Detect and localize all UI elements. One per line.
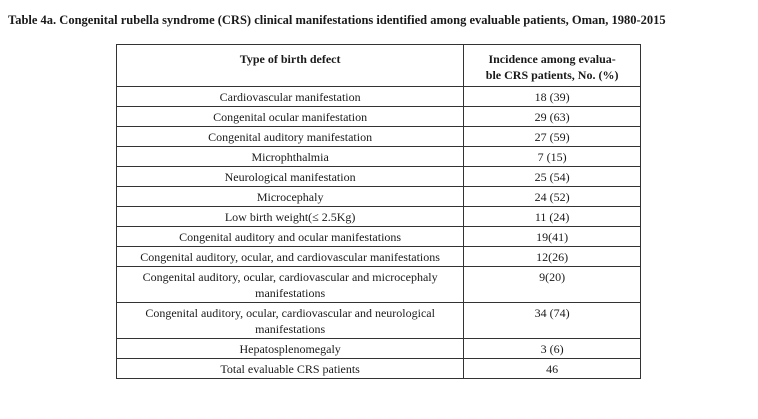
defect-cell: Microcephaly xyxy=(115,186,465,207)
table-row: Neurological manifestation 25 (54) xyxy=(115,166,641,187)
table-row-total: Total evaluable CRS patients 46 xyxy=(115,358,641,379)
incidence-cell: 34 (74) xyxy=(463,302,641,339)
incidence-cell: 46 xyxy=(463,358,641,379)
incidence-cell: 27 (59) xyxy=(463,126,641,147)
incidence-cell: 18 (39) xyxy=(463,86,641,107)
incidence-cell: 19(41) xyxy=(463,226,641,247)
table-row: Microphthalmia 7 (15) xyxy=(115,146,641,167)
defect-cell: Total evaluable CRS patients xyxy=(115,358,465,379)
table-row: Cardiovascular manifestation 18 (39) xyxy=(115,86,641,107)
defect-cell: Microphthalmia xyxy=(115,146,465,167)
header-incidence-line1: Incidence among evalua- xyxy=(488,52,616,66)
incidence-cell: 3 (6) xyxy=(463,338,641,359)
table-row: Congenital auditory, ocular, cardiovascu… xyxy=(115,302,641,339)
defect-cell: Congenital ocular manifestation xyxy=(115,106,465,127)
incidence-cell: 25 (54) xyxy=(463,166,641,187)
defect-cell: Congenital auditory, ocular, cardiovascu… xyxy=(115,266,465,303)
table-header-row: Type of birth defect Incidence among eva… xyxy=(115,44,641,87)
table-row: Congenital auditory and ocular manifesta… xyxy=(115,226,641,247)
incidence-cell: 29 (63) xyxy=(463,106,641,127)
header-birth-defect: Type of birth defect xyxy=(115,44,465,87)
defect-cell: Congenital auditory and ocular manifesta… xyxy=(115,226,465,247)
table-row: Congenital auditory, ocular, cardiovascu… xyxy=(115,266,641,303)
defect-cell: Low birth weight(≤ 2.5Kg) xyxy=(115,206,465,227)
crs-manifestations-table: Type of birth defect Incidence among eva… xyxy=(115,44,641,379)
header-incidence-line2: ble CRS patients, No. (%) xyxy=(485,68,619,82)
table-row: Congenital auditory manifestation 27 (59… xyxy=(115,126,641,147)
defect-cell: Congenital auditory, ocular, and cardiov… xyxy=(115,246,465,267)
defect-cell: Cardiovascular manifestation xyxy=(115,86,465,107)
table-caption: Table 4a. Congenital rubella syndrome (C… xyxy=(8,13,666,27)
incidence-cell: 7 (15) xyxy=(463,146,641,167)
defect-cell: Congenital auditory manifestation xyxy=(115,126,465,147)
table-row: Congenital ocular manifestation 29 (63) xyxy=(115,106,641,127)
table-row: Low birth weight(≤ 2.5Kg) 11 (24) xyxy=(115,206,641,227)
table-row: Congenital auditory, ocular, and cardiov… xyxy=(115,246,641,267)
incidence-cell: 12(26) xyxy=(463,246,641,267)
table-row: Hepatosplenomegaly 3 (6) xyxy=(115,338,641,359)
defect-cell: Congenital auditory, ocular, cardiovascu… xyxy=(115,302,465,339)
defect-cell: Neurological manifestation xyxy=(115,166,465,187)
incidence-cell: 11 (24) xyxy=(463,206,641,227)
header-incidence: Incidence among evalua- ble CRS patients… xyxy=(463,44,641,87)
table-row: Microcephaly 24 (52) xyxy=(115,186,641,207)
incidence-cell: 9(20) xyxy=(463,266,641,303)
defect-cell: Hepatosplenomegaly xyxy=(115,338,465,359)
incidence-cell: 24 (52) xyxy=(463,186,641,207)
